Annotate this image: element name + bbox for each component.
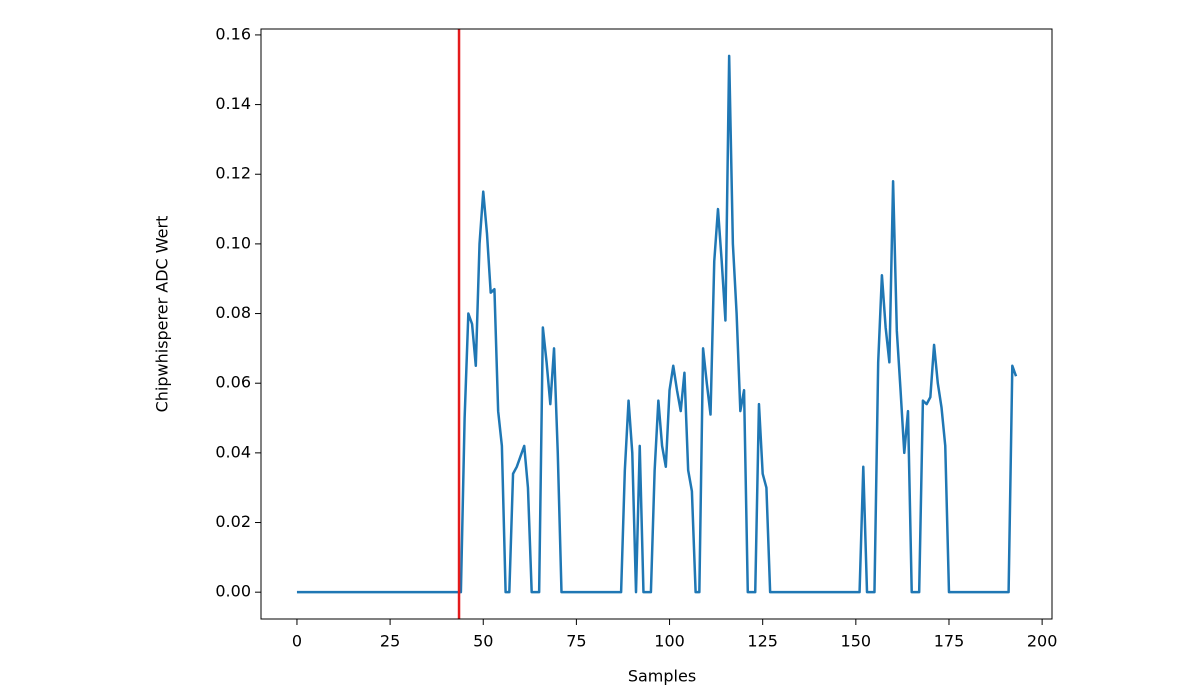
- x-tick-label: 50: [473, 632, 493, 651]
- y-tick-label: 0.06: [215, 373, 251, 392]
- y-axis-label: Chipwhisperer ADC Wert: [153, 216, 172, 413]
- x-tick-label: 0: [292, 632, 302, 651]
- data-line: [296, 54, 1018, 594]
- y-tick-label: 0.16: [215, 24, 251, 43]
- x-tick-label: 75: [566, 632, 586, 651]
- x-tick-label: 125: [747, 632, 778, 651]
- y-tick-label: 0.10: [215, 233, 251, 252]
- y-tick-label: 0.14: [215, 94, 251, 113]
- x-tick-label: 175: [934, 632, 965, 651]
- y-tick-label: 0.02: [215, 512, 251, 531]
- y-tick-label: 0.08: [215, 303, 251, 322]
- x-tick-label: 100: [654, 632, 685, 651]
- plot-frame: [260, 28, 1053, 620]
- x-axis-label: Samples: [628, 667, 696, 686]
- y-tick-label: 0.00: [215, 582, 251, 601]
- y-tick-label: 0.04: [215, 442, 251, 461]
- x-tick-label: 25: [380, 632, 400, 651]
- x-tick-label: 150: [841, 632, 872, 651]
- x-tick-label: 200: [1027, 632, 1058, 651]
- y-tick-label: 0.12: [215, 164, 251, 183]
